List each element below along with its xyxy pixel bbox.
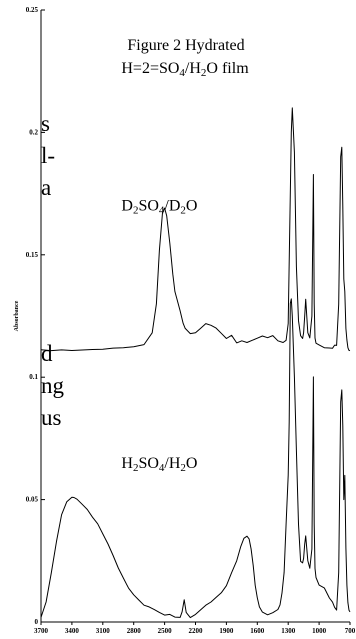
x-tick-label: 1300 — [281, 627, 296, 635]
plot-area-background — [41, 10, 350, 622]
annotation-part: /H — [164, 455, 180, 472]
annotation-part: SO — [138, 198, 158, 215]
subtitle-subscript: 4 — [179, 67, 185, 79]
chart-subtitle: H=2=SO4/H2O film — [121, 60, 249, 79]
x-tick-label: 1600 — [250, 627, 265, 635]
x-tick-label: 2800 — [127, 627, 142, 635]
subtitle-part: /H — [185, 60, 201, 77]
y-tick-label: 0.05 — [26, 496, 39, 504]
x-tick-label: 1900 — [219, 627, 234, 635]
chart-title: Figure 2 Hydrated — [127, 37, 244, 54]
x-tick-label: 700 — [345, 627, 356, 635]
y-tick-label: 0.15 — [26, 251, 39, 259]
annotation-subscript: 2 — [180, 204, 186, 216]
d2so4-label: D2SO4/D2O — [121, 198, 197, 217]
annotation-subscript: 2 — [133, 462, 139, 474]
background-text-fragment: a — [41, 175, 52, 200]
x-tick-label: 3700 — [34, 627, 49, 635]
background-text-fragment: s — [41, 111, 50, 136]
background-text-fragment: us — [41, 405, 62, 430]
background-text-fragment: ng — [41, 373, 64, 398]
d2so4-spectrum-line — [40, 107, 351, 352]
x-tick-label: 2500 — [158, 627, 173, 635]
annotation-subscript: 4 — [159, 462, 165, 474]
annotation-part: /D — [164, 198, 180, 215]
subtitle-part: H=2=SO — [121, 60, 179, 77]
annotation-subscript: 4 — [159, 204, 165, 216]
annotation-subscript: 2 — [133, 204, 139, 216]
y-axis-label: Absorbance — [14, 300, 20, 331]
h2so4-label: H2SO4/H2O — [121, 455, 197, 474]
axis-layer: 0 0.05 0.1 0.15 0.2 0.25 3700 3400 3100 2800 2500 2… — [26, 6, 356, 635]
x-tick-label: 3400 — [65, 627, 80, 635]
subtitle-part: O film — [206, 60, 249, 77]
x-tick-label: 3100 — [96, 627, 111, 635]
h2so4-spectrum-line — [40, 298, 351, 619]
annotation-part: O — [186, 198, 198, 215]
y-tick-label: 0 — [35, 618, 39, 626]
annotation-part: H — [121, 455, 133, 472]
annotation-part: O — [186, 455, 198, 472]
background-text-fragment: d — [41, 341, 53, 366]
annotation-part: SO — [138, 455, 158, 472]
annotation-subscript: 2 — [180, 462, 186, 474]
x-tick-label: 1000 — [312, 627, 327, 635]
y-tick-label: 0.25 — [26, 6, 39, 14]
subtitle-subscript: 2 — [201, 67, 207, 79]
y-tick-label: 0.2 — [29, 128, 38, 136]
y-tick-label: 0.1 — [29, 373, 38, 381]
background-text-fragment: l- — [41, 143, 56, 168]
series-layer — [40, 107, 351, 619]
x-tick-label: 2200 — [189, 627, 204, 635]
annotation-part: D — [121, 198, 133, 215]
